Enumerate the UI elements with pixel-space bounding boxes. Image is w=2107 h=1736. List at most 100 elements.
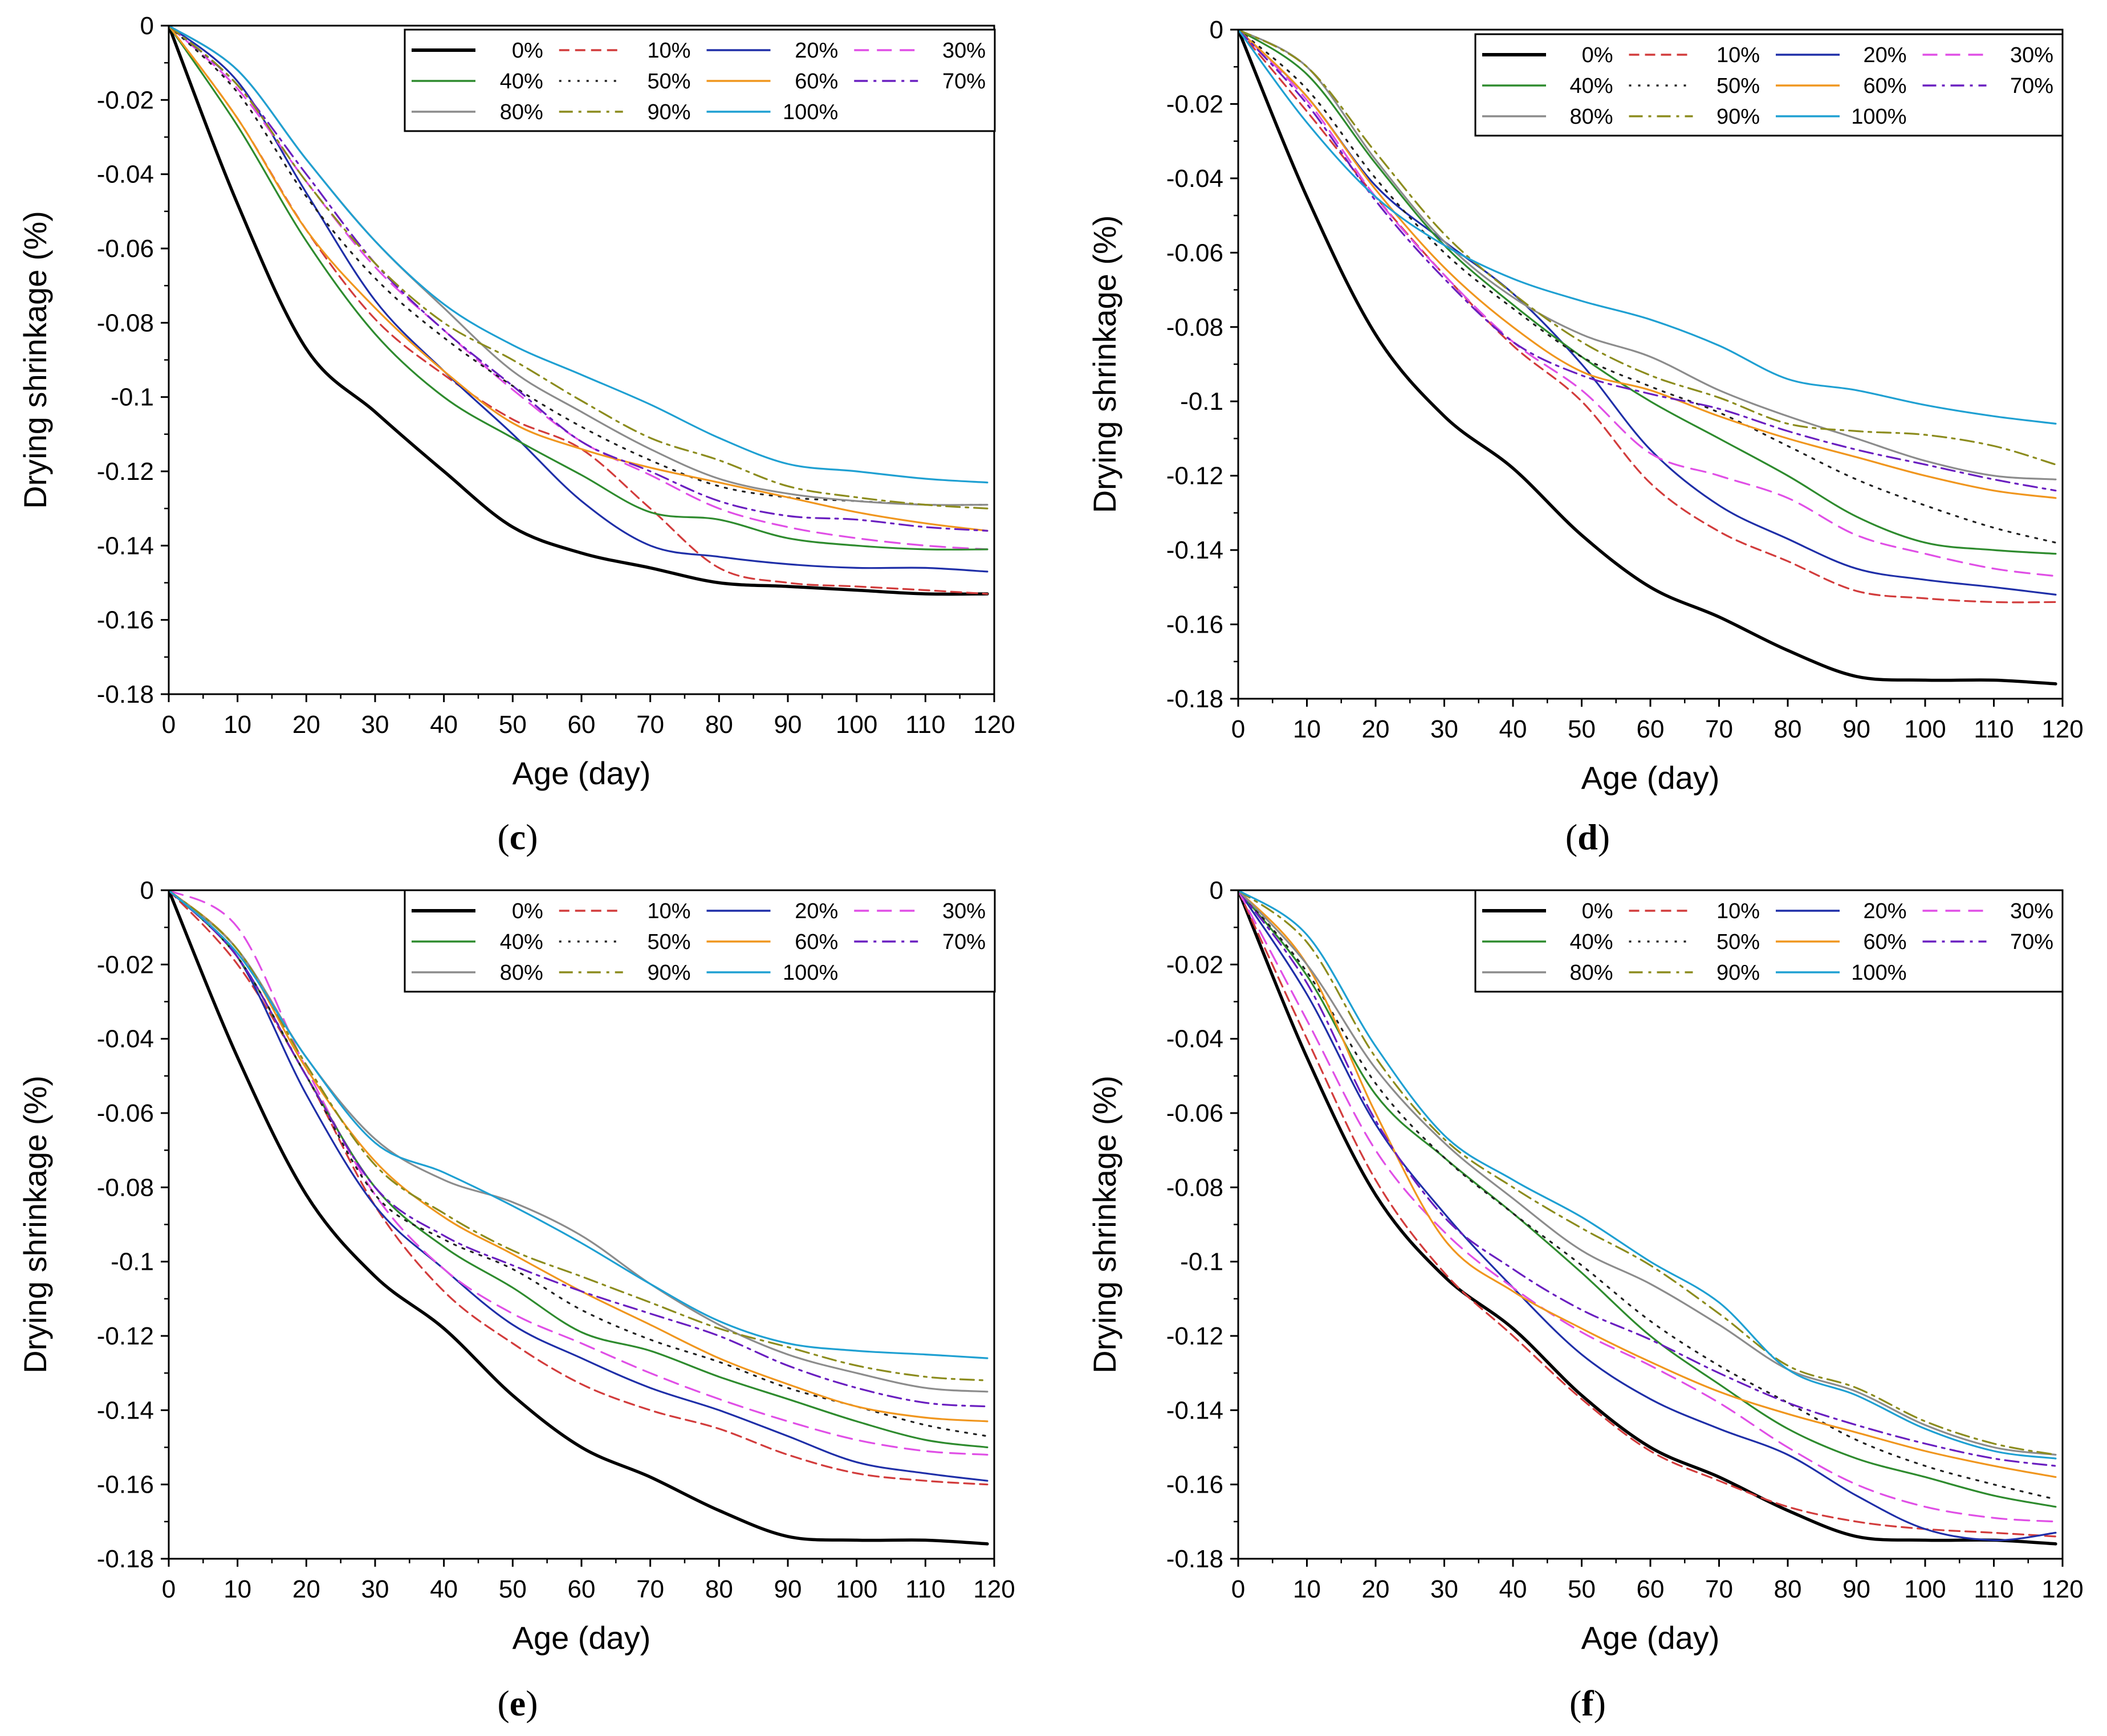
legend-label: 10%	[647, 899, 690, 923]
legend-label: 20%	[1863, 899, 1906, 923]
series-lines	[1238, 890, 2057, 1546]
y-tick-label: -0.08	[1166, 313, 1223, 341]
legend-label: 90%	[1716, 105, 1760, 129]
y-tick-label: -0.12	[1166, 1322, 1223, 1350]
y-tick-label: -0.16	[97, 606, 154, 634]
y-tick-label: -0.1	[1180, 1248, 1223, 1276]
y-tick-label: -0.14	[1166, 536, 1223, 564]
x-tick-label: 10	[1293, 715, 1321, 743]
x-tick-label: 100	[836, 711, 877, 739]
x-tick-label: 80	[1774, 1575, 1802, 1603]
y-tick-label: 0	[1210, 16, 1223, 44]
y-tick-label: -0.12	[97, 1322, 154, 1350]
y-tick-label: -0.16	[97, 1471, 154, 1499]
legend-label: 30%	[942, 39, 986, 63]
legend-label: 70%	[942, 930, 986, 954]
y-tick-label: -0.06	[1166, 239, 1223, 267]
x-tick-label: 20	[1362, 1575, 1390, 1603]
series-line-30pct	[1238, 890, 2057, 1523]
legend-box	[404, 889, 996, 993]
y-tick-label: -0.06	[1166, 1099, 1223, 1127]
x-tick-label: 90	[774, 1575, 802, 1603]
series-line-60pct	[169, 890, 989, 1423]
panel-caption: (c)	[497, 817, 538, 857]
x-tick-label: 70	[636, 711, 664, 739]
x-tick-label: 40	[430, 1575, 458, 1603]
y-tick-label: -0.08	[97, 1173, 154, 1201]
x-tick-label: 100	[1904, 1575, 1946, 1603]
y-tick-label: -0.14	[1166, 1396, 1223, 1424]
legend-label: 60%	[1863, 930, 1906, 954]
x-tick-label: 110	[905, 711, 945, 739]
y-tick-label: 0	[140, 877, 154, 904]
legend-label: 50%	[647, 930, 690, 954]
legend: 0% 10% 20% 30% 40% 50% 60% 70% 80% 90% 100%	[1474, 889, 2064, 993]
legend-box	[1474, 33, 2064, 137]
x-tick-label: 20	[292, 1575, 320, 1603]
legend-label: 60%	[795, 70, 838, 93]
y-tick-label: -0.02	[1166, 951, 1223, 979]
x-tick-label: 100	[836, 1575, 877, 1603]
legend-label: 70%	[2010, 74, 2053, 98]
panel-f: 0 10 20 30 40 50 60 70 80 90 100 110 120 0 -0.02 -0.04 -…	[1087, 877, 2084, 1723]
x-tick-label: 50	[499, 1575, 527, 1603]
series-line-60pct	[1238, 890, 2057, 1478]
y-tick-label: 0	[140, 12, 154, 40]
series-line-0pct	[169, 26, 989, 596]
y-tick-label: -0.04	[1166, 1025, 1223, 1053]
x-axis-title: Age (day)	[1581, 1620, 1720, 1656]
y-tick-label: -0.02	[97, 951, 154, 979]
legend-label: 40%	[1569, 74, 1613, 98]
series-line-50pct	[169, 890, 989, 1437]
x-tick-label: 60	[1637, 715, 1665, 743]
series-line-50pct	[1238, 30, 2057, 544]
legend-box	[404, 28, 996, 132]
x-tick-label: 10	[223, 711, 251, 739]
legend-label: 80%	[500, 961, 543, 985]
legend-label: 80%	[1569, 105, 1613, 129]
legend-label: 30%	[2010, 43, 2053, 67]
panel-d: 0 10 20 30 40 50 60 70 80 90 100 110 120 0 -0.02 -0.04 -…	[1087, 16, 2084, 857]
panel-c: 0 10 20 30 40 50 60 70 80 90 100 110 120 0 -0.02 -0.04 -…	[17, 12, 1015, 857]
x-tick-label: 10	[1293, 1575, 1321, 1603]
panel-caption: (d)	[1565, 817, 1610, 857]
x-tick-label: 40	[430, 711, 458, 739]
y-tick-label: -0.04	[1166, 165, 1223, 193]
series-line-80pct	[1238, 890, 2057, 1456]
x-tick-label: 120	[973, 711, 1015, 739]
x-axis-title: Age (day)	[1581, 760, 1720, 796]
y-tick-label: -0.1	[1180, 388, 1223, 415]
y-axis-title: Drying shrinkage (%)	[17, 211, 53, 509]
series-line-0pct	[1238, 30, 2057, 686]
series-line-80pct	[1238, 30, 2057, 480]
x-tick-label: 60	[568, 1575, 596, 1603]
series-line-70pct	[169, 26, 989, 532]
series-line-0pct	[169, 890, 989, 1546]
series-line-90pct	[169, 890, 989, 1382]
series-line-60pct	[169, 26, 989, 532]
legend-label: 60%	[1863, 74, 1906, 98]
series-line-100pct	[169, 890, 989, 1359]
y-tick-label: -0.02	[1166, 90, 1223, 118]
x-axis-title: Age (day)	[512, 755, 651, 791]
series-line-70pct	[1238, 890, 2057, 1467]
panel-caption: (e)	[497, 1683, 538, 1723]
x-tick-label: 80	[705, 1575, 733, 1603]
x-tick-label: 0	[1231, 715, 1245, 743]
x-tick-label: 70	[636, 1575, 664, 1603]
series-line-60pct	[1238, 30, 2057, 499]
series-line-90pct	[1238, 890, 2057, 1456]
legend-label: 40%	[500, 70, 543, 93]
legend-label: 10%	[647, 39, 690, 63]
y-tick-label: -0.08	[97, 309, 154, 337]
y-tick-label: -0.14	[97, 1396, 154, 1424]
series-line-40pct	[169, 26, 989, 551]
legend-label: 90%	[647, 100, 690, 124]
legend-label: 60%	[795, 930, 838, 954]
x-tick-label: 80	[705, 711, 733, 739]
x-tick-label: 80	[1774, 715, 1802, 743]
x-tick-label: 60	[1637, 1575, 1665, 1603]
series-line-10pct	[1238, 890, 2057, 1538]
y-tick-label: -0.18	[1166, 685, 1223, 713]
series-line-70pct	[169, 890, 989, 1408]
